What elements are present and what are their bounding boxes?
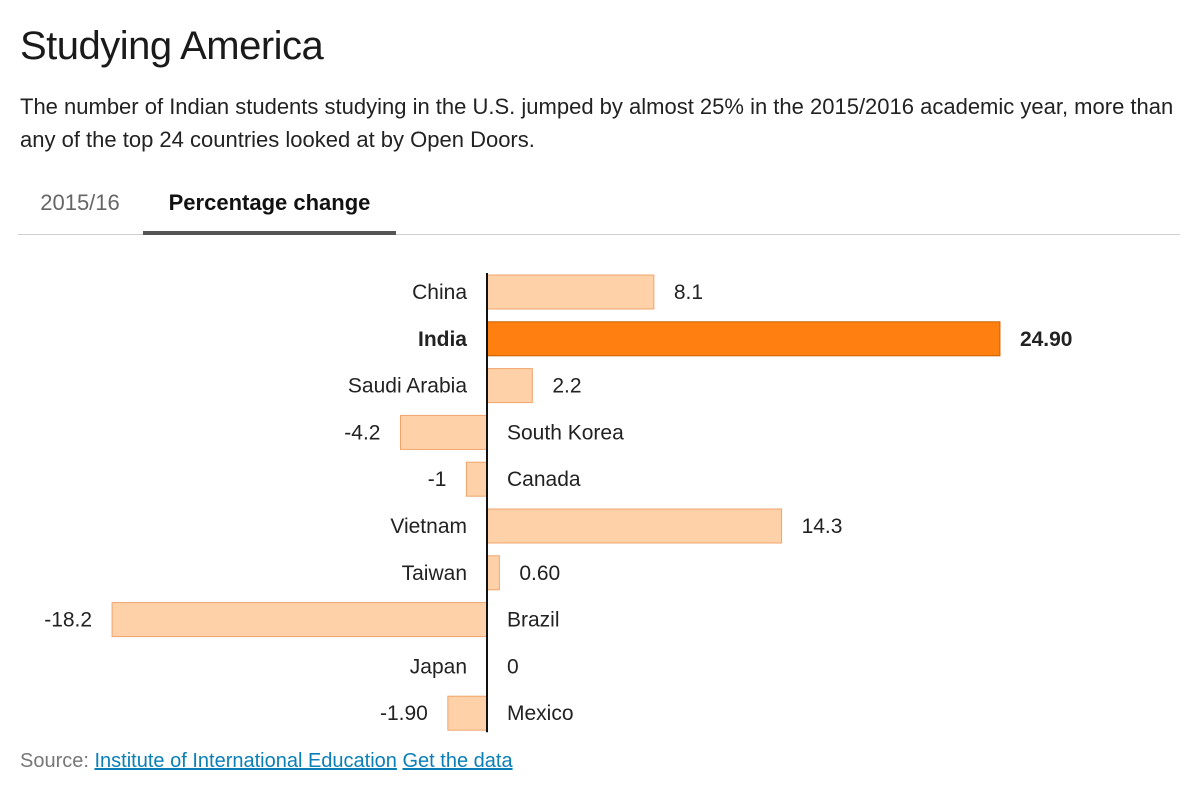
source-prefix: Source: [20, 750, 89, 772]
bar-brazil [111, 602, 488, 638]
category-label-canada: Canada [507, 468, 581, 491]
chart-subtitle: The number of Indian students studying i… [20, 94, 1174, 152]
get-data-link[interactable]: Get the data [402, 750, 513, 772]
tab-2015-16[interactable]: 2015/16 [40, 190, 120, 215]
value-label-china: 8.1 [674, 281, 703, 304]
value-label-saudi-arabia: 2.2 [552, 375, 581, 398]
category-label-saudi-arabia: Saudi Arabia [348, 375, 467, 398]
value-label-taiwan: 0.60 [519, 562, 560, 585]
category-label-india: India [418, 328, 467, 351]
category-label-mexico: Mexico [507, 702, 574, 725]
category-label-brazil: Brazil [507, 609, 560, 632]
category-label-vietnam: Vietnam [390, 515, 467, 538]
bar-china [486, 274, 655, 310]
value-label-vietnam: 14.3 [802, 515, 843, 538]
bar-saudi-arabia [486, 368, 533, 404]
value-label-brazil: -18.2 [44, 609, 92, 632]
chart-title: Studying America [20, 24, 324, 68]
value-label-mexico: -1.90 [380, 702, 428, 725]
bar-mexico [447, 695, 488, 731]
value-label-canada: -1 [428, 468, 447, 491]
value-label-south-korea: -4.2 [344, 421, 380, 444]
category-label-japan: Japan [410, 655, 467, 678]
bar-south-korea [399, 414, 488, 450]
bar-canada [465, 461, 488, 497]
category-label-taiwan: Taiwan [402, 562, 467, 585]
bar-india [486, 321, 1001, 357]
source-link[interactable]: Institute of International Education [94, 750, 397, 772]
bar-taiwan [486, 555, 500, 591]
bar-chart: China 8.1 India 24.90 Saudi Arabia 2.2 South K… [44, 273, 1073, 733]
category-label-south-korea: South Korea [507, 421, 624, 444]
bar-vietnam [486, 508, 783, 544]
value-label-india: 24.90 [1020, 328, 1073, 351]
tab-percentage-change[interactable]: Percentage change [143, 182, 396, 235]
category-label-china: China [412, 281, 467, 304]
tab-bar: 2015/16 Percentage change [18, 182, 1180, 235]
source-line: Source: Institute of International Educa… [20, 750, 513, 773]
value-label-japan: 0 [507, 655, 519, 678]
